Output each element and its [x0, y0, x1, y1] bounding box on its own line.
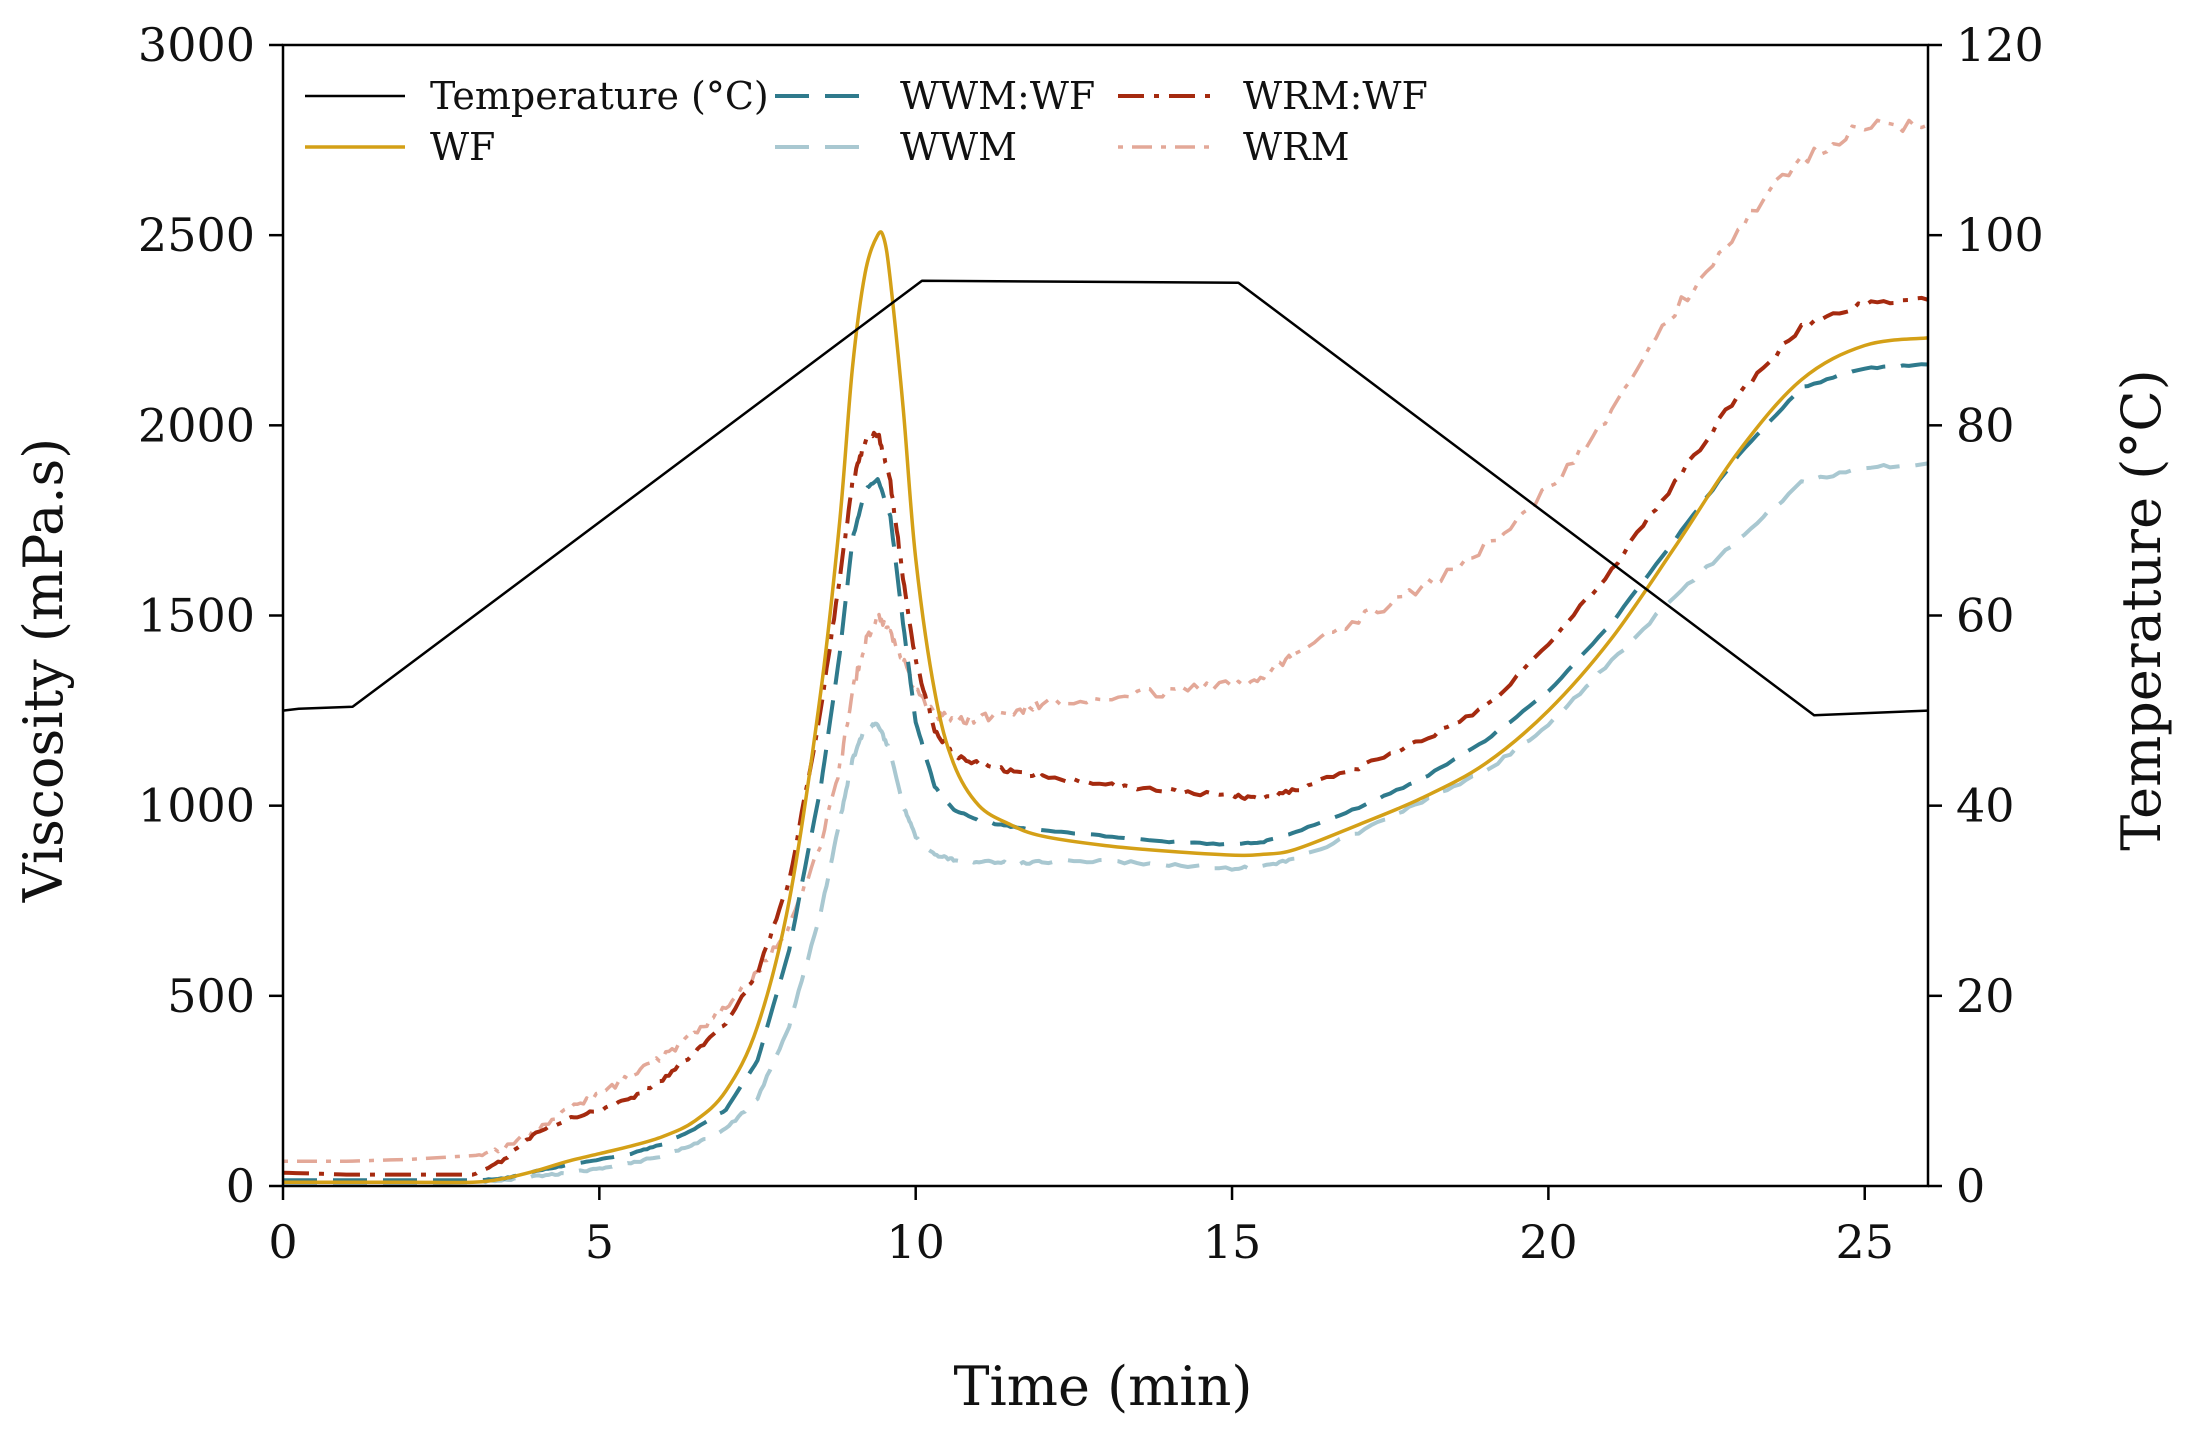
- y2-tick-label: 100: [1956, 208, 2044, 262]
- legend-label: Temperature (°C): [430, 74, 769, 118]
- gridlines-layer: 0 5 10 15 20 25 0 500 1000 1500 2000 2500 3000 0 20 40 6…: [138, 18, 2044, 1269]
- y2-tick-label: 60: [1956, 589, 2015, 643]
- y2-tick-label: 20: [1956, 969, 2015, 1023]
- legend-label: WRM: [1243, 125, 1350, 169]
- x-tick-label: 5: [585, 1215, 614, 1269]
- x-axis-title: Time (min): [953, 1355, 1252, 1418]
- y2-tick-label: 80: [1956, 398, 2015, 452]
- series-line-wrm: [283, 118, 1929, 1164]
- y-tick-label: 3000: [138, 18, 255, 72]
- y2-tick-label: 120: [1956, 18, 2044, 72]
- series-layer: [282, 118, 1929, 1187]
- series-line-wrm-wf: [282, 295, 1929, 1177]
- series-line-wwm: [283, 461, 1929, 1187]
- y-axis-title: Viscosity (mPa.s): [12, 438, 75, 903]
- y2-tick-label: 0: [1956, 1159, 1985, 1213]
- x-tick-label: 20: [1519, 1215, 1578, 1269]
- x-tick-label: 10: [886, 1215, 945, 1269]
- y-tick-label: 1000: [138, 779, 255, 833]
- series-line-temperature-c: [282, 279, 1929, 717]
- y-tick-label: 1500: [138, 589, 255, 643]
- series-line-wwm-wf: [283, 362, 1929, 1183]
- y-tick-label: 2000: [138, 398, 255, 452]
- y-tick-label: 500: [167, 969, 255, 1023]
- legend-label: WWM:WF: [900, 74, 1095, 118]
- legend-label: WF: [430, 125, 495, 169]
- y-tick-label: 0: [226, 1159, 255, 1213]
- x-tick-label: 25: [1835, 1215, 1894, 1269]
- y2-axis-title: Temperature (°C): [2110, 369, 2173, 850]
- legend-label: WRM:WF: [1243, 74, 1428, 118]
- legend-label: WWM: [900, 125, 1017, 169]
- x-tick-label: 0: [268, 1215, 297, 1269]
- y2-tick-label: 40: [1956, 779, 2015, 833]
- legend: Temperature (°C) WF WWM:WF WWM WRM:WF WRM: [305, 74, 1428, 169]
- plot-frame: [281, 43, 1930, 1188]
- y-tick-label: 2500: [138, 208, 255, 262]
- x-tick-label: 15: [1203, 1215, 1262, 1269]
- series-line-wf: [282, 230, 1929, 1185]
